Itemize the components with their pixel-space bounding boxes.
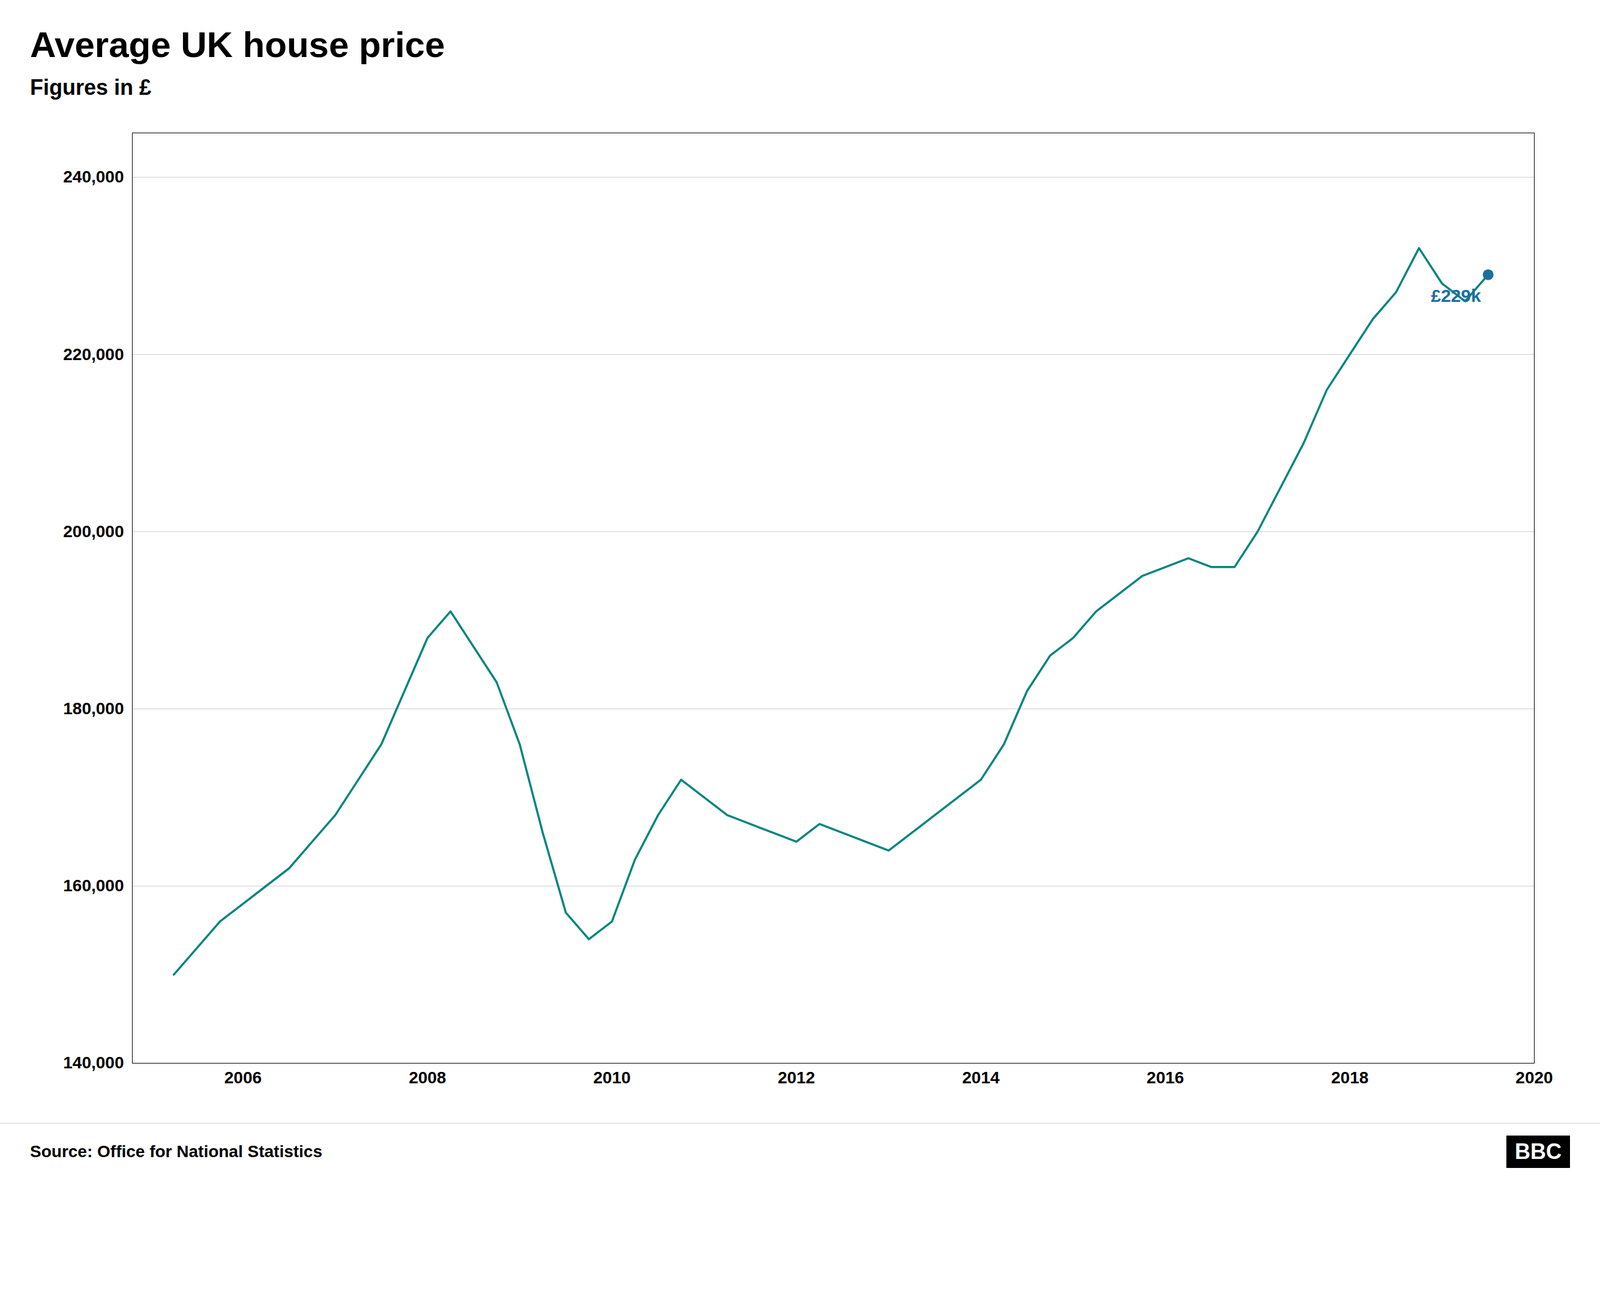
svg-text:2016: 2016 [1146, 1068, 1185, 1087]
svg-text:2014: 2014 [962, 1068, 1000, 1087]
html-text:Source: Office for National St: Source: Office for National Statistics [30, 1142, 323, 1161]
html-text:BBC: BBC [1514, 1139, 1562, 1164]
svg-text:2018: 2018 [1331, 1068, 1369, 1087]
html-text:Average UK house price: Average UK house price [30, 24, 445, 65]
svg-text:2020: 2020 [1515, 1068, 1553, 1087]
html-text:Figures in £: Figures in £ [30, 75, 152, 100]
svg-text:140,000: 140,000 [63, 1053, 124, 1072]
svg-text:2012: 2012 [777, 1068, 816, 1087]
svg-text:240,000: 240,000 [63, 167, 124, 187]
svg-text:180,000: 180,000 [63, 699, 124, 718]
svg-text:160,000: 160,000 [63, 876, 124, 895]
svg-text:2010: 2010 [593, 1068, 631, 1087]
svg-text:2008: 2008 [408, 1068, 446, 1087]
svg-text:200,000: 200,000 [63, 522, 124, 541]
svg-text:220,000: 220,000 [63, 345, 124, 364]
svg-text:£229k: £229k [1430, 285, 1482, 306]
svg-text:2006: 2006 [224, 1068, 262, 1087]
